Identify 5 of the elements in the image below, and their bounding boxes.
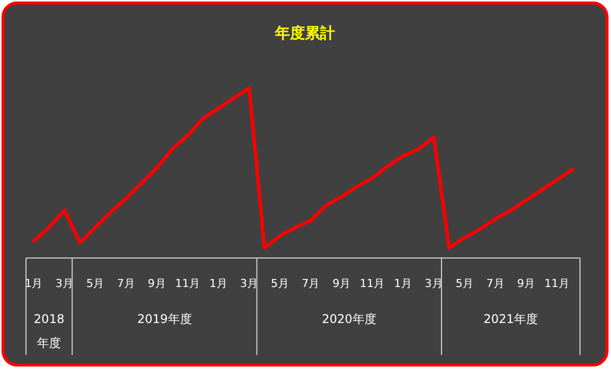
annotation: 2020年度: [322, 312, 376, 326]
title: 年度累計: [275, 24, 335, 42]
annotation: 2019年度: [137, 312, 192, 326]
annotation: 2021年度: [483, 312, 538, 326]
annotation: 2018年度: [34, 312, 64, 350]
